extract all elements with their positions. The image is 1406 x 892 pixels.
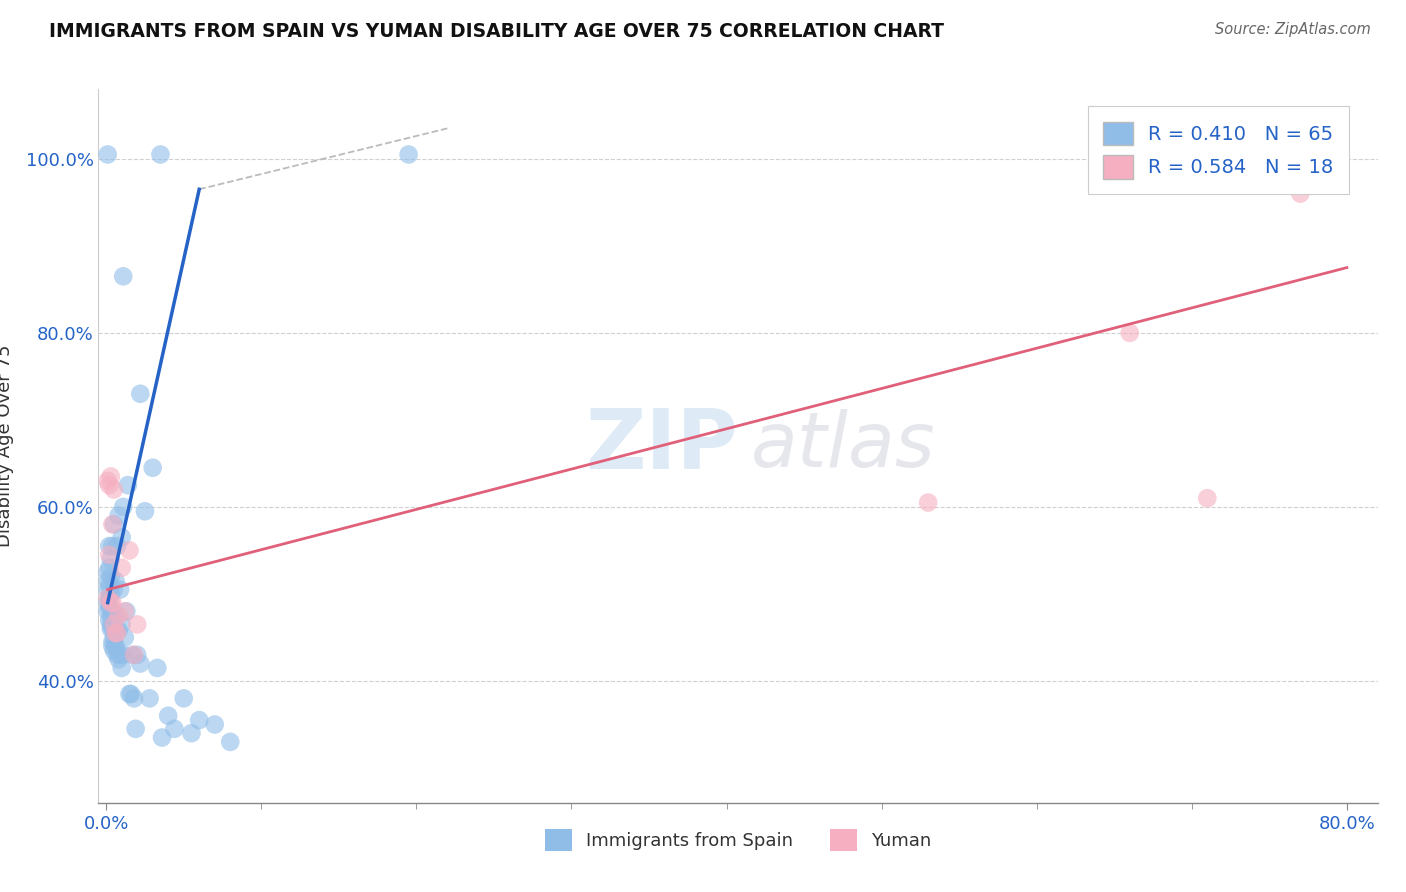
Point: [134, 504, 156, 518]
Point: [104, 639, 127, 653]
Point: [103, 483, 125, 497]
Point: [97, 604, 120, 618]
Point: [97, 582, 120, 597]
Point: [111, 561, 134, 575]
Point: [398, 147, 420, 161]
Point: [97, 147, 120, 161]
Point: [1119, 326, 1142, 340]
Point: [100, 596, 122, 610]
Point: [127, 617, 149, 632]
Point: [124, 722, 146, 736]
Point: [101, 604, 124, 618]
Point: [105, 648, 128, 662]
Point: [103, 617, 125, 632]
Text: atlas: atlas: [751, 409, 935, 483]
Point: [107, 608, 129, 623]
Point: [104, 608, 127, 623]
Point: [105, 626, 128, 640]
Point: [146, 661, 169, 675]
Point: [100, 587, 122, 601]
Point: [98, 591, 121, 606]
Point: [138, 691, 160, 706]
Point: [219, 735, 242, 749]
Point: [111, 617, 134, 632]
Point: [127, 648, 149, 662]
Point: [157, 708, 180, 723]
Point: [142, 460, 165, 475]
Point: [204, 717, 226, 731]
Point: [107, 652, 129, 666]
Point: [114, 604, 136, 618]
Point: [104, 574, 127, 588]
Point: [98, 599, 121, 614]
Point: [111, 530, 134, 544]
Point: [100, 569, 122, 583]
Point: [97, 574, 120, 588]
Point: [100, 469, 122, 483]
Point: [100, 622, 122, 636]
Point: [101, 596, 124, 610]
Point: [120, 687, 142, 701]
Point: [103, 582, 125, 597]
Point: [173, 691, 195, 706]
Point: [118, 687, 141, 701]
Point: [103, 631, 125, 645]
Text: Source: ZipAtlas.com: Source: ZipAtlas.com: [1215, 22, 1371, 37]
Point: [101, 639, 124, 653]
Point: [105, 539, 128, 553]
Point: [114, 631, 136, 645]
Point: [117, 478, 139, 492]
Point: [111, 661, 134, 675]
Text: ZIP: ZIP: [586, 406, 738, 486]
Point: [105, 622, 128, 636]
Legend: Immigrants from Spain, Yuman: Immigrants from Spain, Yuman: [537, 822, 939, 858]
Point: [122, 691, 145, 706]
Point: [104, 639, 127, 653]
Point: [98, 578, 121, 592]
Point: [180, 726, 202, 740]
Point: [129, 657, 152, 671]
Point: [98, 613, 121, 627]
Point: [1197, 491, 1219, 506]
Text: IMMIGRANTS FROM SPAIN VS YUMAN DISABILITY AGE OVER 75 CORRELATION CHART: IMMIGRANTS FROM SPAIN VS YUMAN DISABILIT…: [49, 22, 945, 41]
Point: [112, 500, 135, 514]
Point: [98, 478, 121, 492]
Point: [104, 626, 127, 640]
Point: [108, 582, 131, 597]
Point: [97, 596, 120, 610]
Point: [149, 147, 172, 161]
Point: [103, 517, 125, 532]
Point: [121, 648, 143, 662]
Point: [150, 731, 173, 745]
Point: [98, 548, 121, 562]
Point: [100, 608, 122, 623]
Point: [122, 648, 145, 662]
Point: [1289, 186, 1312, 201]
Point: [118, 543, 141, 558]
Point: [98, 561, 121, 575]
Point: [115, 604, 138, 618]
Point: [97, 591, 120, 606]
Point: [108, 648, 131, 662]
Point: [112, 269, 135, 284]
Point: [917, 495, 939, 509]
Point: [100, 552, 122, 566]
Point: [107, 508, 129, 523]
Point: [101, 622, 124, 636]
Point: [101, 635, 124, 649]
Point: [100, 617, 122, 632]
Point: [163, 722, 186, 736]
Point: [107, 624, 129, 638]
Point: [188, 713, 211, 727]
Point: [103, 643, 125, 657]
Point: [98, 539, 121, 553]
Point: [97, 565, 120, 579]
Point: [101, 517, 124, 532]
Point: [112, 648, 135, 662]
Point: [97, 474, 120, 488]
Point: [101, 539, 124, 553]
Y-axis label: Disability Age Over 75: Disability Age Over 75: [0, 344, 14, 548]
Point: [129, 386, 152, 401]
